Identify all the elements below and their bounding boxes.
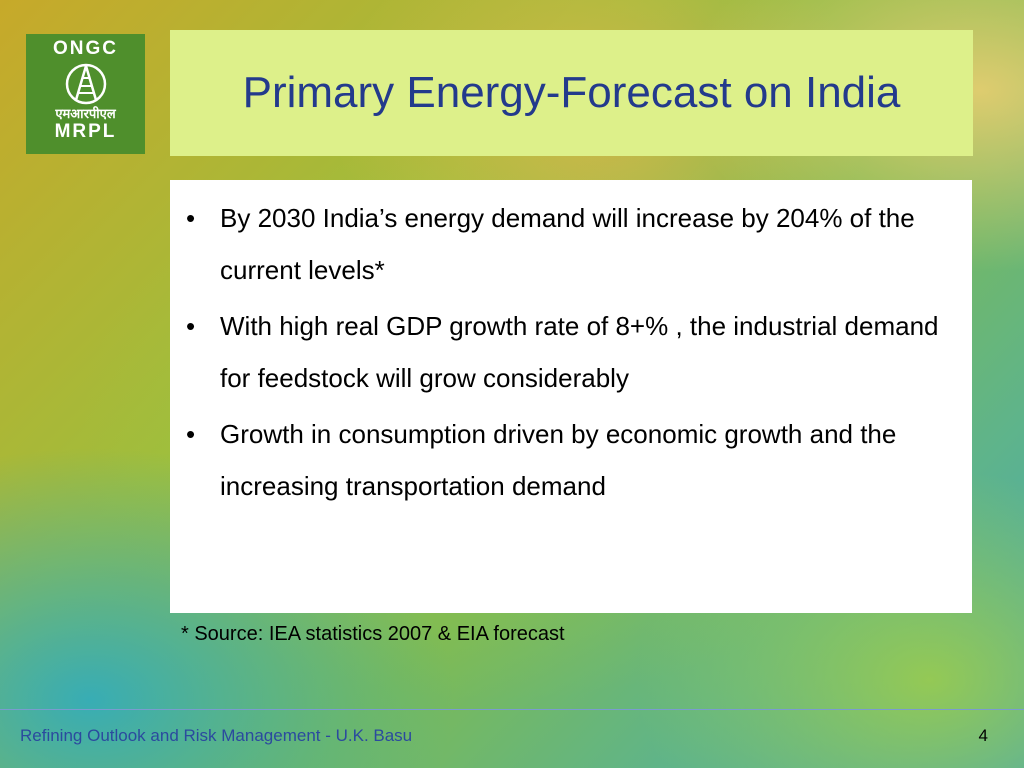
slide-title: Primary Energy-Forecast on India <box>242 68 901 117</box>
bullet-item: • By 2030 India’s energy demand will inc… <box>180 192 962 296</box>
bullet-marker: • <box>186 311 196 341</box>
source-footnote: * Source: IEA statistics 2007 & EIA fore… <box>181 623 565 645</box>
footer-divider <box>0 709 1024 710</box>
bullet-text: Growth in consumption driven by economic… <box>220 419 897 501</box>
bullet-item: • With high real GDP growth rate of 8+% … <box>180 300 962 404</box>
slide-footer: Refining Outlook and Risk Management - U… <box>0 710 1024 768</box>
logo-bottom-text: MRPL <box>54 121 117 142</box>
content-box: • By 2030 India’s energy demand will inc… <box>170 180 972 613</box>
company-logo: ONGC एमआरपीएल MRPL <box>26 34 145 154</box>
title-box: Primary Energy-Forecast on India <box>170 30 973 156</box>
bullet-marker: • <box>186 203 196 233</box>
derrick-emblem-icon <box>65 63 106 105</box>
bullet-marker: • <box>186 419 196 449</box>
bullet-list: • By 2030 India’s energy demand will inc… <box>180 192 962 512</box>
logo-top-text: ONGC <box>53 38 118 59</box>
bullet-text: By 2030 India’s energy demand will incre… <box>220 203 915 285</box>
bullet-text: With high real GDP growth rate of 8+% , … <box>220 311 939 393</box>
footer-text: Refining Outlook and Risk Management - U… <box>20 726 413 745</box>
bullet-item: • Growth in consumption driven by econom… <box>180 408 962 512</box>
logo-hindi-text: एमआरपीएल <box>55 106 116 121</box>
page-number: 4 <box>978 726 988 745</box>
